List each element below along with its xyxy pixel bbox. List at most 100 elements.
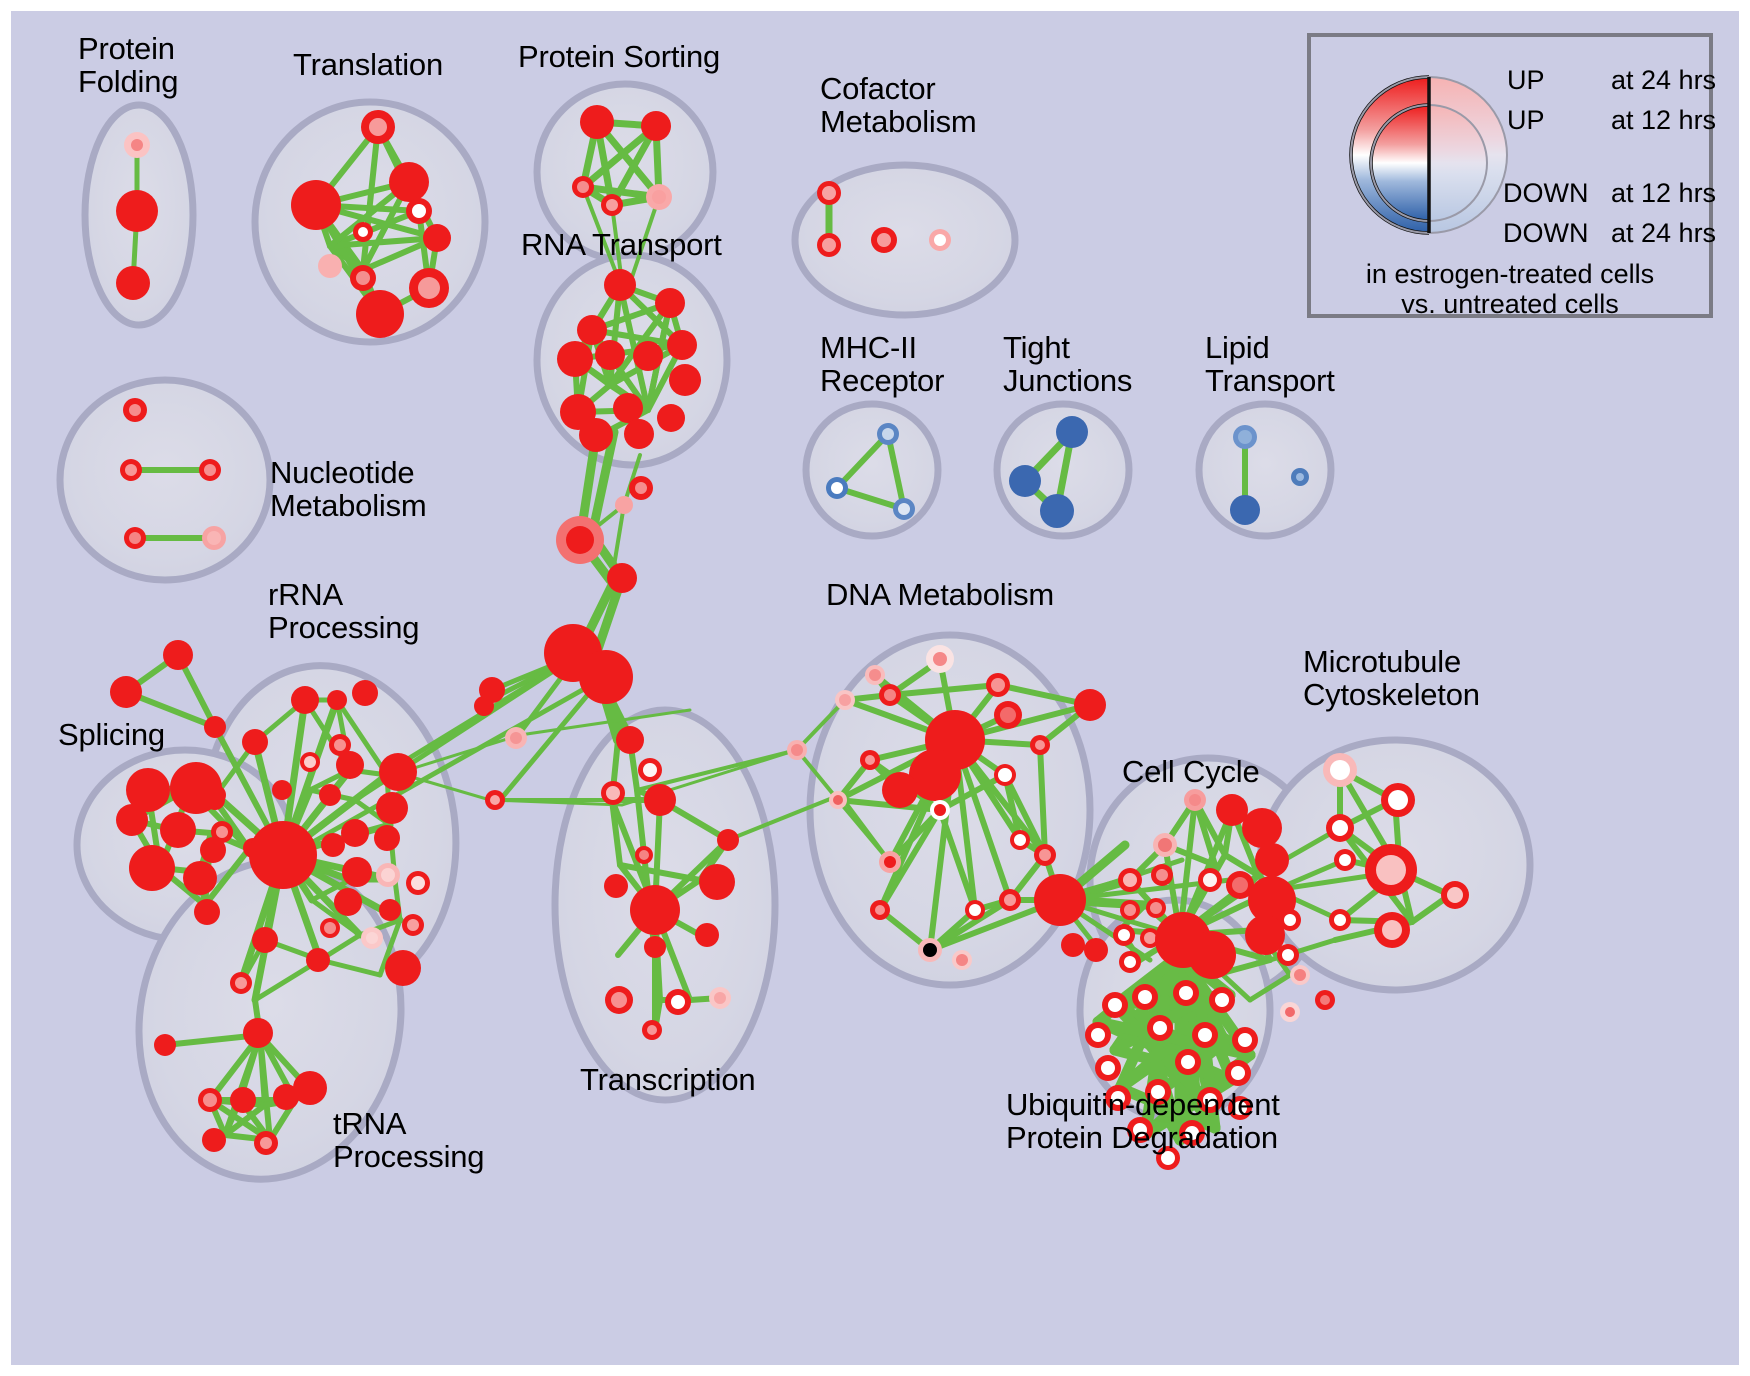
node: [202, 526, 226, 550]
node: [893, 498, 915, 520]
node: [361, 927, 383, 949]
node: [642, 1020, 662, 1040]
node: [206, 785, 226, 805]
node: [657, 404, 685, 432]
node: [787, 740, 807, 760]
node: [577, 315, 607, 345]
node: [1209, 987, 1235, 1013]
node: [1145, 1079, 1171, 1105]
node: [1242, 808, 1282, 848]
node: [616, 726, 644, 754]
node: [1245, 915, 1285, 955]
cluster-label-protein-sorting: Protein Sorting: [518, 39, 721, 74]
node: [633, 341, 663, 371]
node: [1140, 928, 1160, 948]
cluster-label-nucleotide-metabolism: Nucleotide Metabolism: [270, 455, 427, 524]
node: [129, 845, 175, 891]
node: [249, 821, 317, 889]
node: [630, 885, 680, 935]
node: [1153, 833, 1177, 857]
node: [665, 989, 691, 1015]
node: [1326, 814, 1354, 842]
node: [116, 804, 148, 836]
node: [1102, 992, 1128, 1018]
node: [607, 563, 637, 593]
node: [1034, 844, 1056, 866]
node: [1146, 898, 1166, 918]
node: [994, 701, 1022, 729]
node: [604, 874, 628, 898]
node: [1365, 844, 1417, 896]
cluster-label-transcription: Transcription: [580, 1062, 756, 1097]
node: [230, 972, 252, 994]
node: [124, 527, 146, 549]
node: [352, 680, 378, 706]
node: [474, 696, 494, 716]
node: [123, 398, 147, 422]
node: [1074, 689, 1106, 721]
node: [199, 459, 221, 481]
node: [361, 110, 395, 144]
node: [1290, 965, 1310, 985]
node: [709, 987, 731, 1009]
legend-note-line-2: vs. untreated cells: [1401, 289, 1619, 319]
cluster-label-rna-transport: RNA Transport: [521, 227, 722, 262]
node: [613, 393, 643, 423]
node: [601, 194, 623, 216]
cluster-label-splicing: Splicing: [58, 717, 165, 752]
legend-box: UP at 24 hrs UP at 12 hrs DOWN at 12 hrs…: [1307, 33, 1716, 319]
node: [1228, 1096, 1252, 1120]
cluster-label-ubiquitin-protein-degradation: Ubiquitin-dependent Protein Degradation: [1006, 1087, 1280, 1156]
node: [252, 927, 278, 953]
node: [909, 749, 961, 801]
node: [379, 899, 401, 921]
node: [291, 686, 319, 714]
node: [336, 751, 364, 779]
cluster-label-protein-folding: Protein Folding: [78, 31, 179, 100]
legend-row-0-label: UP: [1507, 65, 1545, 95]
node: [1280, 1002, 1300, 1022]
node: [641, 111, 671, 141]
node: [1113, 924, 1135, 946]
node: [1216, 794, 1248, 826]
node: [1323, 753, 1357, 787]
node: [341, 819, 369, 847]
node: [1095, 1055, 1121, 1081]
node: [604, 269, 636, 301]
node: [163, 640, 193, 670]
node: [1230, 495, 1260, 525]
node: [1084, 938, 1108, 962]
node: [389, 162, 429, 202]
hull-lipid-transport: [1195, 400, 1335, 540]
node: [965, 900, 985, 920]
node: [1175, 1049, 1201, 1075]
legend-note-line-1: in estrogen-treated cells: [1365, 259, 1655, 289]
node: [1232, 1027, 1258, 1053]
node: [1277, 944, 1299, 966]
hull-nucleotide: [56, 376, 274, 584]
node: [154, 1034, 176, 1056]
node: [1119, 951, 1141, 973]
node: [1127, 1117, 1153, 1143]
node: [605, 986, 633, 1014]
node: [409, 268, 449, 308]
node: [124, 132, 150, 158]
node: [1034, 874, 1086, 926]
node: [318, 254, 342, 278]
node: [1381, 783, 1415, 817]
node: [871, 227, 897, 253]
node: [624, 419, 654, 449]
node: [644, 784, 676, 816]
node: [579, 650, 633, 704]
node: [1184, 789, 1206, 811]
legend-row-1-label: UP: [1507, 105, 1545, 135]
node: [860, 750, 880, 770]
node: [579, 418, 613, 452]
node: [699, 864, 735, 900]
node: [556, 516, 604, 564]
node: [615, 496, 633, 514]
node: [817, 181, 841, 205]
node: [320, 918, 340, 938]
node: [829, 791, 847, 809]
